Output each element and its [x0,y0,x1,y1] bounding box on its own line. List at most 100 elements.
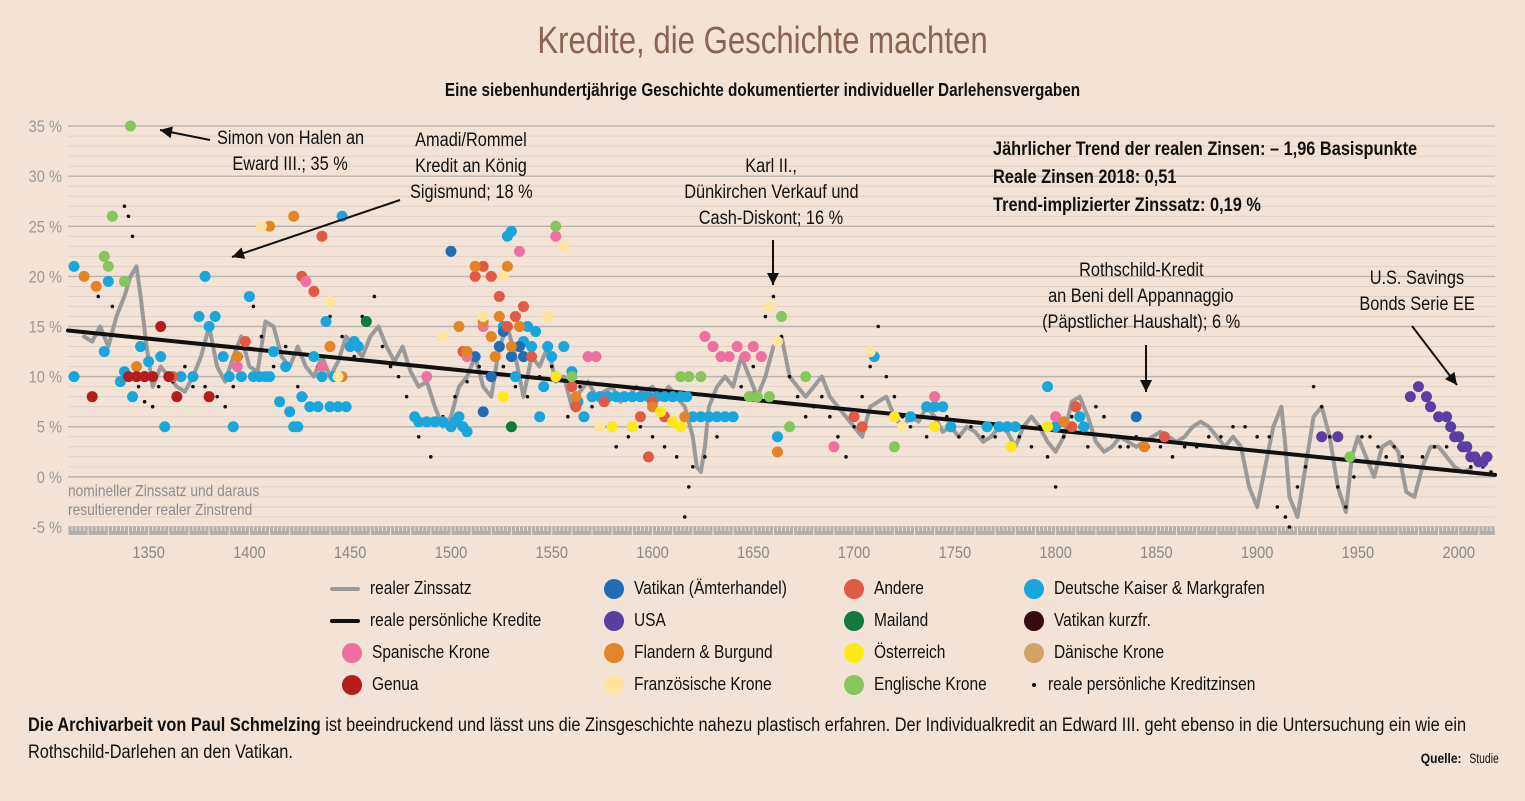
small-credit-dot [844,455,848,459]
small-credit-dot [150,404,155,409]
small-credit-dot [763,314,768,319]
loan-dot [1130,411,1142,423]
loan-dot [493,310,505,322]
small-credit-dot [525,394,530,399]
small-credit-dot [1344,505,1348,509]
loan-dot [904,411,916,423]
small-credit-dot [1295,485,1300,489]
small-credit-dot [969,424,973,429]
loan-dot [493,290,505,302]
legend-item: USA [592,610,671,631]
small-credit-dot [566,414,570,419]
loan-dot [1066,421,1078,433]
small-credit-dot [126,214,131,219]
annotation-rothschild-line-3: (Päpstlicher Haushalt); 6 % [1042,312,1241,333]
legend-label: Vatikan (Ämterhandel) [634,578,787,598]
loan-dot [727,411,739,423]
x-tick-label: 1600 [636,544,669,562]
y-tick-label: 35 % [29,118,62,136]
loan-dot [1316,431,1328,443]
loan-dot [171,391,183,403]
loan-dot [1042,381,1054,393]
small-credit-dot [259,334,264,339]
small-credit-dot [993,434,997,439]
loan-dot [469,270,481,282]
loan-dot [203,391,215,403]
arrow-us-bonds [1411,325,1458,386]
page-title: Kredite, die Geschichte machten [537,20,988,62]
loan-dot [505,351,517,363]
loan-dot [634,391,646,403]
loan-dot [421,416,433,428]
loan-dot [586,391,598,403]
loan-dot [1050,421,1062,433]
arrow-us-bonds-head [1444,371,1457,385]
small-credit-dot [1400,455,1405,459]
legend-item: Englische Krone [832,674,1005,695]
small-credit-dot [477,364,481,369]
loan-dot [227,421,239,433]
legend-dot-swatch [604,610,624,631]
loan-dot [513,321,525,333]
loan-dot [239,336,251,348]
small-credit-dot [231,384,236,389]
small-credit-dot [465,379,469,384]
small-credit-dot [1335,485,1340,489]
loan-dot [699,331,711,343]
loan-dot [284,406,296,418]
loan-dot [771,446,783,458]
legend-dot-swatch [1024,642,1044,663]
loan-dot [1441,411,1453,423]
loan-dot [453,321,465,333]
loan-dot [340,401,352,413]
small-credit-dot [388,364,393,369]
loan-dot [316,371,328,383]
small-credit-dot [372,294,377,299]
small-credit-dot [795,394,800,399]
loan-dot [1042,421,1054,433]
legend-dot-swatch [604,674,624,695]
loan-dot [647,401,659,413]
loan-dot [509,310,521,322]
small-credit-dot [1017,434,1022,439]
y-tick-label: 30 % [29,168,62,186]
loan-dot [659,391,671,403]
annotation-karl-line-3: Cash-Diskont; 16 % [699,208,844,229]
small-credit-dot [662,445,667,449]
loan-dot [199,270,211,282]
x-tick-label: 2000 [1442,544,1475,562]
legend-dot-swatch [1024,578,1044,599]
small-credit-dot [981,434,985,439]
legend-item: Deutsche Kaiser & Markgrafen [1012,578,1299,599]
loan-dot [68,260,80,272]
small-credit-dot [1086,445,1090,449]
loan-dot [469,351,481,363]
small-credit-dot [1287,525,1292,529]
small-credit-dot [122,204,127,209]
loan-dot [324,341,336,353]
loan-dot [231,361,243,373]
small-credit-dot [924,434,929,439]
loan-dot [526,351,538,363]
x-tick-label: 1950 [1342,544,1375,562]
annotation-amadi-line-1: Amadi/Rommel [415,130,528,151]
loan-dot [139,371,151,383]
small-credit-dot [614,445,619,449]
arrow-amadi [231,199,401,258]
x-tick-label: 1850 [1140,544,1173,562]
loan-dot [413,416,425,428]
loan-dot [296,391,308,403]
legend-small-dot-swatch [1032,682,1036,687]
small-credit-dot [156,384,161,389]
legend-label: realer Zinssatz [370,578,472,598]
annotation-us-line-1: U.S. Savings [1369,268,1465,289]
loan-dot [131,371,143,383]
loan-dot [642,451,654,463]
small-credit-dot [130,234,135,239]
loan-dot [308,351,320,363]
x-tick-label: 1450 [334,544,367,562]
loan-dot [828,441,840,453]
annotation-simon-line-1: Simon von Halen an [216,128,365,149]
loan-dot [739,351,751,363]
loan-dot [264,220,276,232]
